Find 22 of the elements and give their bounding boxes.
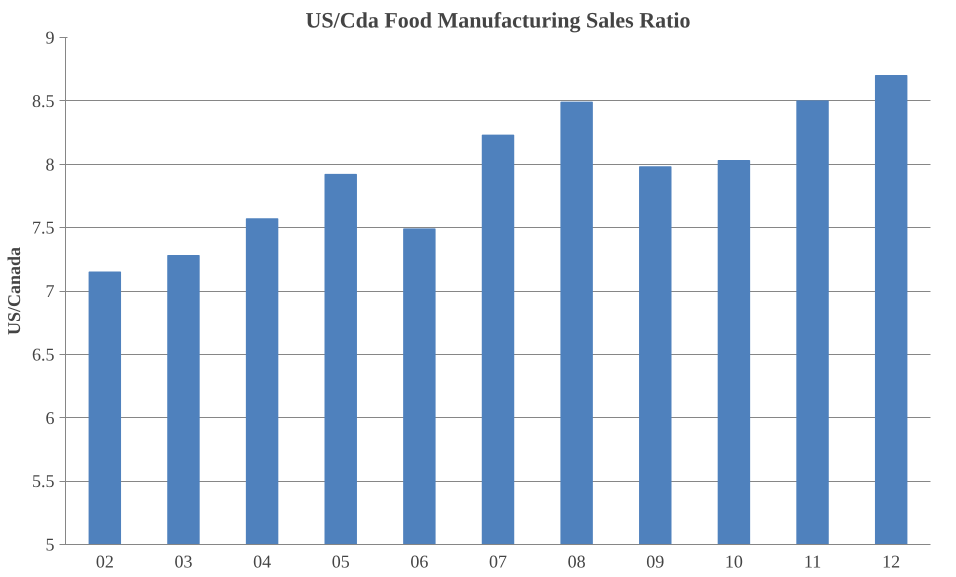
x-tick-label: 05 bbox=[332, 552, 350, 572]
y-tick-label: 7 bbox=[46, 281, 54, 301]
y-axis-title: US/Canada bbox=[4, 246, 24, 336]
y-tick-label: 9 bbox=[46, 28, 54, 48]
x-tick-label: 09 bbox=[646, 552, 664, 572]
x-tick-label: 08 bbox=[568, 552, 586, 572]
y-tick-label: 8.5 bbox=[32, 90, 54, 111]
x-tick-label: 12 bbox=[882, 552, 900, 572]
y-tick-label: 8 bbox=[46, 154, 54, 174]
x-tick-label: 04 bbox=[253, 552, 272, 572]
y-tick-label: 5.5 bbox=[32, 471, 54, 492]
x-tick-label: 07 bbox=[489, 552, 507, 572]
x-tick-label: 06 bbox=[410, 552, 428, 572]
y-tick-label: 6 bbox=[46, 408, 54, 428]
x-tick-label: 10 bbox=[724, 552, 743, 572]
x-tick-label: 02 bbox=[96, 552, 114, 572]
y-tick-label: 6.5 bbox=[32, 344, 54, 364]
y-tick-label: 5 bbox=[46, 534, 54, 554]
chart-title: US/Cda Food Manufacturing Sales Ratio bbox=[305, 8, 691, 32]
y-tick-label: 7.5 bbox=[32, 218, 54, 238]
x-tick-label: 03 bbox=[174, 552, 192, 572]
x-tick-label: 11 bbox=[804, 552, 822, 572]
